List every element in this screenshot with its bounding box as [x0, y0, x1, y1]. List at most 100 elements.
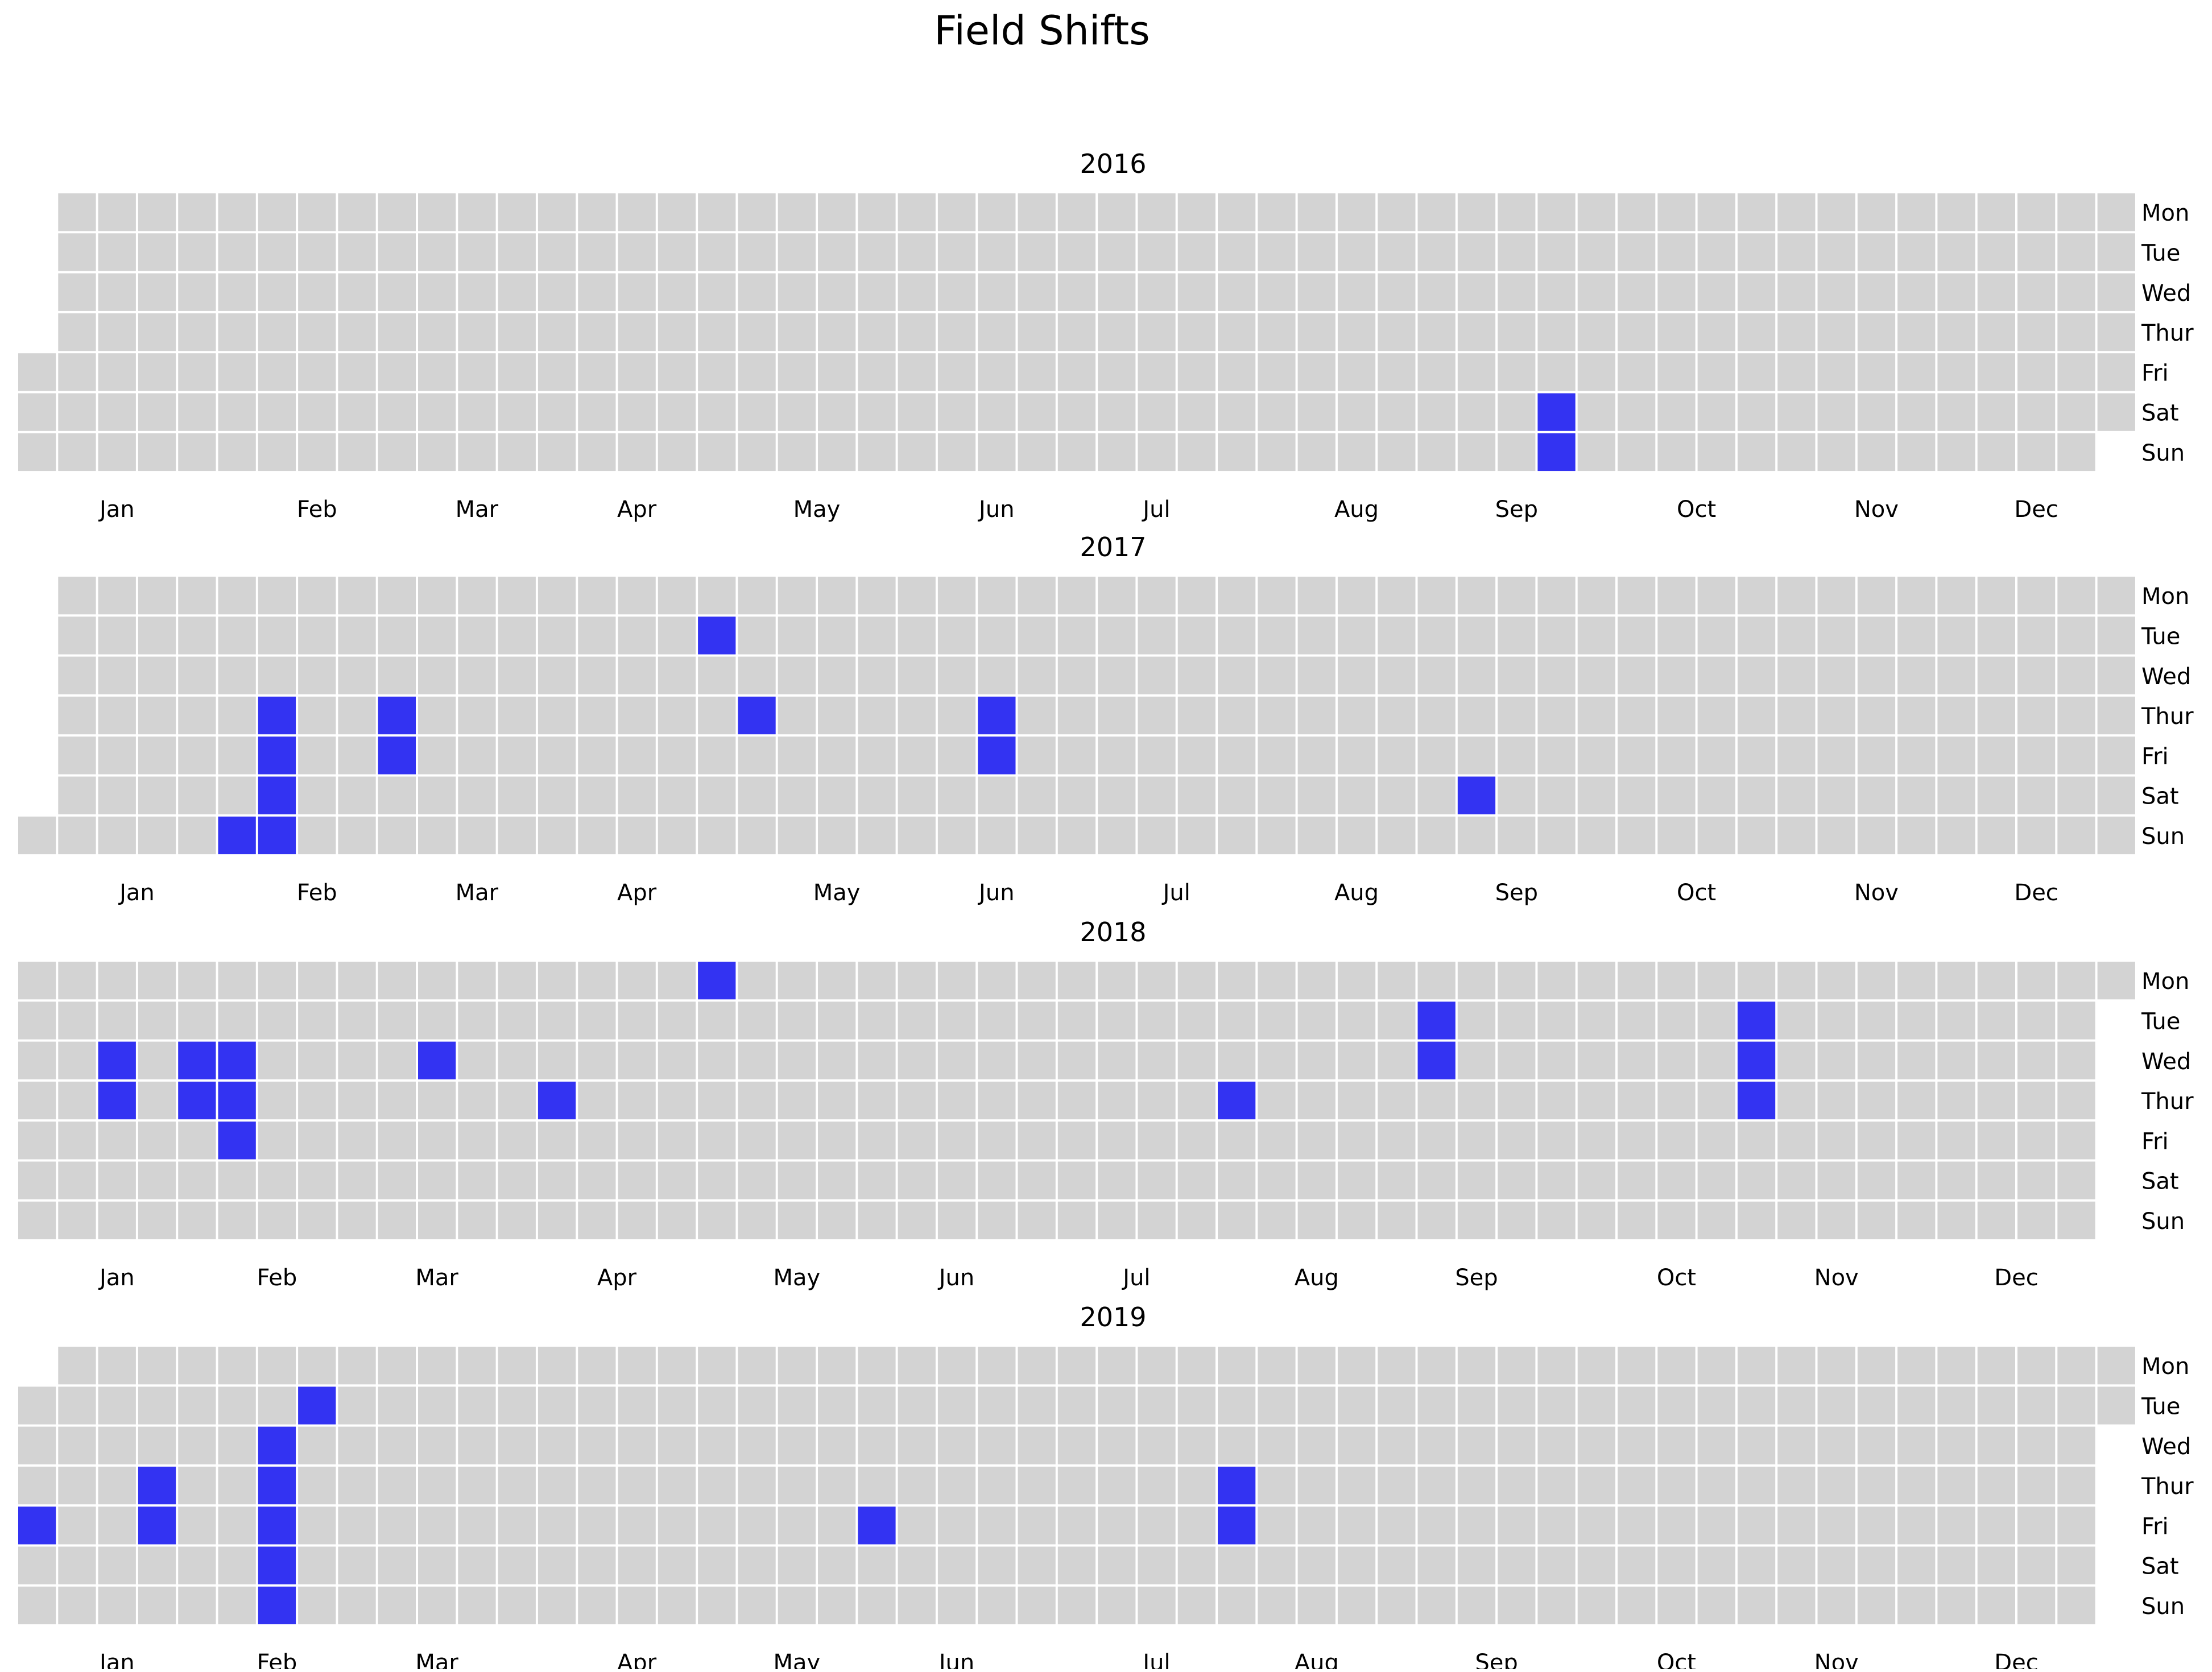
day-cell [578, 1546, 616, 1584]
day-cell [1857, 1546, 1896, 1584]
day-cell [1057, 1201, 1096, 1240]
day-cell [1457, 1201, 1496, 1240]
day-cell [1498, 393, 1536, 431]
day-cell [1577, 1507, 1615, 1545]
month-label: Mar [415, 1265, 458, 1291]
day-cell [378, 313, 416, 351]
day-cell [1098, 616, 1136, 655]
day-cell [1018, 393, 1056, 431]
day-cell [818, 273, 856, 311]
day-cell [1697, 1001, 1735, 1040]
day-cell [2057, 1001, 2095, 1040]
day-cell [1417, 1466, 1456, 1505]
day-cell [1537, 1001, 1576, 1040]
day-cell [1138, 1387, 1176, 1425]
day-cell [178, 1426, 216, 1464]
day-cell [818, 1347, 856, 1385]
day-cell [898, 233, 936, 271]
day-cell [1297, 1081, 1336, 1120]
day-cell-active [298, 1387, 336, 1425]
day-cell [1897, 656, 1936, 694]
day-cell [937, 776, 976, 814]
day-cell [1057, 1347, 1096, 1385]
day-cell [178, 577, 216, 615]
day-cell [1218, 1546, 1256, 1584]
day-cell [98, 962, 136, 1000]
day-cell [458, 233, 496, 271]
day-cell [738, 313, 776, 351]
day-cell [498, 962, 536, 1000]
day-cell [1817, 736, 1855, 775]
day-cell [1177, 353, 1215, 391]
weekday-label: Mon [2141, 969, 2189, 995]
day-cell [858, 696, 896, 735]
day-cell [818, 1387, 856, 1425]
day-cell [658, 776, 696, 814]
day-cell [1657, 1546, 1696, 1584]
day-cell-active [258, 1426, 296, 1464]
day-cell [338, 962, 376, 1000]
day-cell [2097, 353, 2135, 391]
day-cell [1098, 273, 1136, 311]
day-cell [1498, 656, 1536, 694]
weekday-label: Wed [2141, 280, 2191, 307]
day-cell [618, 313, 656, 351]
day-cell [2017, 1001, 2056, 1040]
day-cell [898, 1347, 936, 1385]
day-cell [1817, 1586, 1855, 1625]
day-cell [138, 353, 176, 391]
day-cell [2057, 1161, 2095, 1199]
day-cell [898, 616, 936, 655]
day-cell [1457, 1001, 1496, 1040]
day-cell-active [698, 962, 736, 1000]
day-cell [1297, 193, 1336, 231]
day-cell [1737, 1586, 1776, 1625]
month-label: Aug [1334, 880, 1379, 906]
day-cell [1618, 776, 1656, 814]
day-cell [1297, 1546, 1336, 1584]
day-cell [1138, 353, 1176, 391]
day-cell [538, 1387, 576, 1425]
day-cell [698, 393, 736, 431]
day-cell [1977, 193, 2015, 231]
day-cell [978, 1387, 1016, 1425]
day-cell [658, 1387, 696, 1425]
day-cell [1098, 776, 1136, 814]
day-cell [1218, 393, 1256, 431]
day-cell [1618, 816, 1656, 855]
day-cell [1697, 313, 1735, 351]
day-cell [1177, 1121, 1215, 1160]
day-cell [498, 313, 536, 351]
month-label: Aug [1334, 496, 1379, 523]
day-cell [1537, 736, 1576, 775]
day-cell [1697, 1041, 1735, 1079]
day-cell [1417, 656, 1456, 694]
day-cell [1857, 233, 1896, 271]
day-cell [1057, 393, 1096, 431]
day-cell [778, 616, 816, 655]
day-cell [698, 1041, 736, 1079]
day-cell [1498, 233, 1536, 271]
day-cell [578, 313, 616, 351]
day-cell [1098, 193, 1136, 231]
weekday-label: Tue [2141, 240, 2180, 266]
day-cell [498, 1201, 536, 1240]
day-cell [298, 616, 336, 655]
day-cell [1937, 1586, 1975, 1625]
day-cell [1697, 433, 1735, 471]
day-cell [498, 1041, 536, 1079]
day-cell [1457, 393, 1496, 431]
day-cell [498, 433, 536, 471]
day-cell [658, 962, 696, 1000]
day-cell [58, 393, 96, 431]
day-cell [1817, 1426, 1855, 1464]
day-cell [1177, 1426, 1215, 1464]
day-cell [1138, 736, 1176, 775]
day-cell [1817, 696, 1855, 735]
day-cell [937, 1001, 976, 1040]
day-cell [1657, 1466, 1696, 1505]
day-cell [858, 962, 896, 1000]
day-cell [2057, 313, 2095, 351]
day-cell [1857, 433, 1896, 471]
day-cell [18, 1001, 56, 1040]
